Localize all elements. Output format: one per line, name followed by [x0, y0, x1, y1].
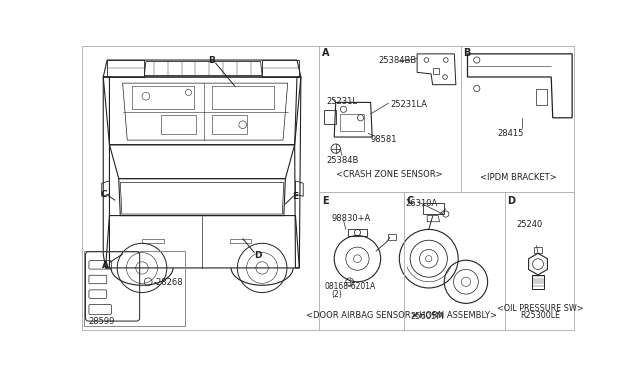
Text: E: E [322, 196, 328, 206]
Text: <CRASH ZONE SENSOR>: <CRASH ZONE SENSOR> [336, 170, 442, 179]
Text: <OIL PRESSURE SW>: <OIL PRESSURE SW> [497, 304, 584, 312]
Bar [532, 275, 544, 289]
Text: 25605M: 25605M [410, 312, 444, 321]
Bar [142, 239, 164, 243]
Bar [230, 239, 252, 243]
Text: A: A [102, 261, 109, 270]
Text: 25384B: 25384B [326, 155, 359, 164]
Bar [161, 115, 196, 134]
Text: C: C [100, 189, 108, 199]
Text: 98830+A: 98830+A [332, 214, 371, 223]
Text: C: C [406, 196, 413, 206]
Text: 26310A: 26310A [406, 199, 438, 208]
Text: R25300LE: R25300LE [520, 311, 561, 320]
Bar [433, 68, 439, 74]
Text: D: D [507, 196, 515, 206]
Bar [422, 203, 444, 214]
Text: <IPDM BRACKET>: <IPDM BRACKET> [479, 173, 556, 182]
Bar [212, 86, 274, 109]
Bar [132, 86, 194, 109]
Bar [324, 110, 336, 124]
Text: (2): (2) [332, 289, 342, 298]
Bar [536, 89, 547, 105]
Bar [212, 115, 246, 134]
Text: 25231LA: 25231LA [390, 100, 427, 109]
Text: -28268: -28268 [154, 278, 183, 287]
Text: A: A [322, 48, 330, 58]
Text: 25384BB: 25384BB [378, 56, 417, 65]
Text: <DOOR AIRBAG SENSOR>: <DOOR AIRBAG SENSOR> [305, 311, 417, 320]
Text: <HORN ASSEMBLY>: <HORN ASSEMBLY> [412, 311, 497, 320]
Text: D: D [255, 251, 262, 260]
Text: 28599: 28599 [88, 317, 115, 326]
Bar [84, 251, 184, 327]
Bar [534, 247, 542, 253]
Text: E: E [292, 192, 298, 201]
Text: B: B [463, 48, 470, 58]
Text: 25231L: 25231L [326, 97, 358, 106]
Bar [388, 234, 396, 240]
Text: 28415: 28415 [497, 129, 524, 138]
Text: 98581: 98581 [371, 135, 397, 144]
Text: 08168-6201A: 08168-6201A [324, 282, 376, 291]
Text: B: B [208, 55, 215, 64]
Text: 25240: 25240 [516, 220, 543, 229]
Bar [340, 114, 364, 131]
